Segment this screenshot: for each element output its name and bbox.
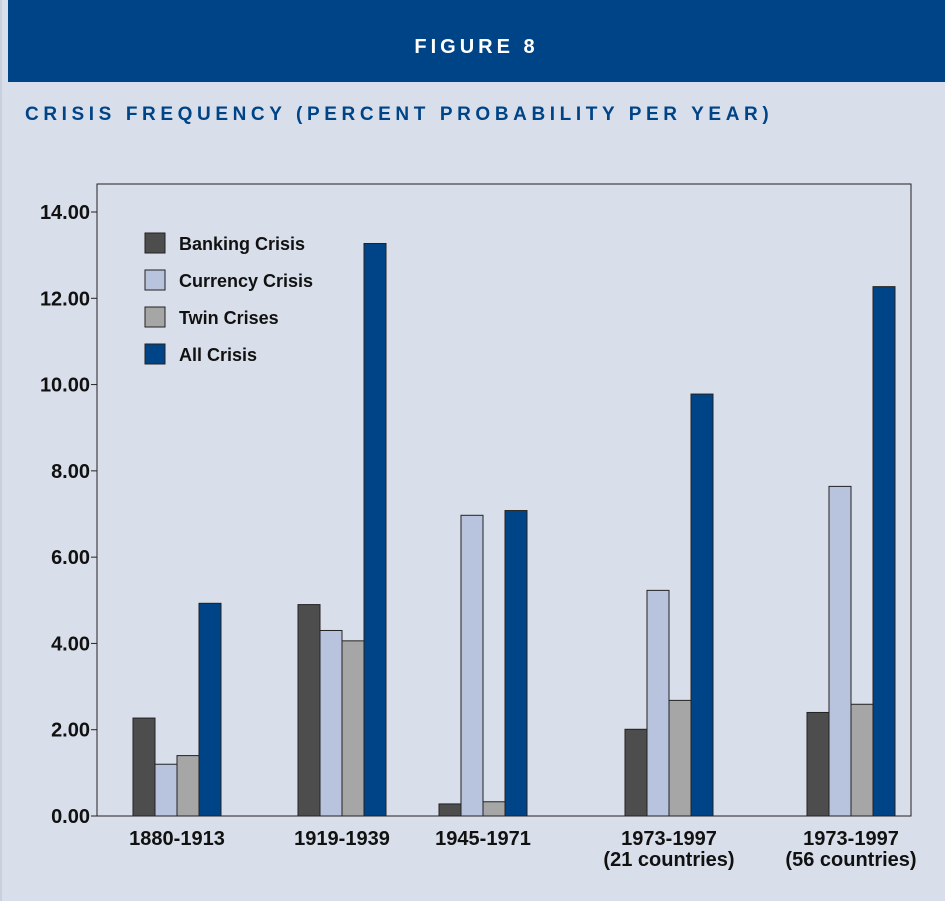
figure-label: FIGURE 8 (414, 36, 539, 58)
y-tick-label: 8.00 (51, 461, 90, 483)
bar-all-crisis (198, 602, 222, 817)
x-tick-label: 1880-1913 (129, 828, 225, 850)
legend: Banking Crisis Currency Crisis Twin Crises… (144, 232, 313, 365)
bar-currency-crisis (646, 589, 670, 817)
legend-swatch (144, 306, 166, 328)
x-tick-label: (21 countries) (603, 849, 734, 871)
bar-all-crisis (363, 242, 387, 817)
bar-twin-crises (668, 699, 692, 817)
y-tick-label: 6.00 (51, 547, 90, 569)
legend-label: Banking Crisis (179, 234, 305, 254)
legend-label: Currency Crisis (179, 271, 313, 291)
y-tick-label: 12.00 (40, 288, 90, 310)
chart-subtitle: CRISIS FREQUENCY (PERCENT PROBABILITY PE… (25, 104, 774, 125)
y-tick-label: 14.00 (40, 202, 90, 224)
x-tick-label: (56 countries) (785, 849, 916, 871)
x-tick-label: 1919-1939 (294, 828, 390, 850)
bar-currency-crisis (460, 514, 484, 817)
legend-label: Twin Crises (179, 308, 279, 328)
bar-twin-crises (176, 755, 200, 817)
bar-banking-crisis (624, 728, 648, 817)
figure-header: FIGURE 8 (8, 0, 945, 82)
bar-currency-crisis (154, 763, 178, 817)
y-axis: 0.00 2.00 4.00 6.00 8.00 10.00 12.00 14.00 (40, 202, 97, 828)
x-tick-label: 1945-1971 (435, 828, 531, 850)
x-tick-label: 1973-1997 (803, 828, 899, 850)
bar-twin-crises (482, 801, 506, 817)
bar-twin-crises (850, 703, 874, 817)
bars (132, 242, 896, 817)
y-tick-label: 4.00 (51, 633, 90, 655)
bar-currency-crisis (828, 485, 852, 817)
x-axis: 1880-1913 1919-1939 1945-1971 1973-1997(21 … (129, 828, 916, 871)
legend-label: All Crisis (179, 345, 257, 365)
x-tick-label: 1973-1997 (621, 828, 717, 850)
legend-swatch (144, 232, 166, 254)
bar-banking-crisis (438, 803, 462, 817)
bar-all-crisis (872, 286, 896, 817)
bar-currency-crisis (319, 629, 343, 817)
y-tick-label: 10.00 (40, 375, 90, 397)
bar-all-crisis (504, 510, 528, 817)
legend-swatch (144, 269, 166, 291)
legend-swatch (144, 343, 166, 365)
bar-banking-crisis (806, 711, 830, 817)
bar-banking-crisis (132, 717, 156, 817)
bar-twin-crises (341, 640, 365, 817)
bar-banking-crisis (297, 604, 321, 817)
y-tick-label: 0.00 (51, 806, 90, 828)
y-tick-label: 2.00 (51, 720, 90, 742)
bar-all-crisis (690, 393, 714, 817)
